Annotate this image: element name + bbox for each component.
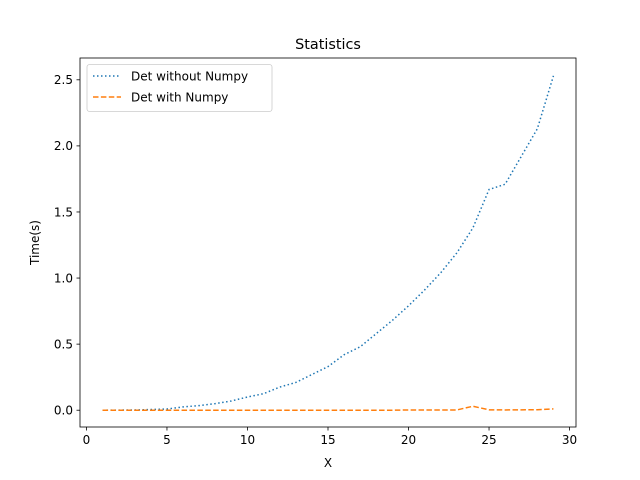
x-axis-label: X: [324, 456, 332, 470]
x-axis: 0 5 10 15 20 25 30: [83, 427, 577, 447]
y-tick-label: 1.5: [54, 205, 73, 219]
x-tick-label: 5: [163, 433, 171, 447]
chart-title: Statistics: [295, 37, 361, 53]
x-tick-label: 30: [562, 433, 577, 447]
y-axis: 0.0 0.5 1.0 1.5 2.0 2.5: [54, 73, 80, 418]
x-tick-label: 15: [320, 433, 335, 447]
x-tick-label: 0: [83, 433, 91, 447]
legend-label-2: Det with Numpy: [131, 90, 228, 104]
y-axis-label: Time(s): [28, 220, 42, 266]
y-tick-label: 0.0: [54, 404, 73, 418]
x-tick-label: 25: [481, 433, 496, 447]
y-tick-label: 1.0: [54, 271, 73, 285]
series-layer: [102, 75, 555, 411]
legend: Det without Numpy Det with Numpy: [86, 64, 273, 112]
legend-box: [86, 64, 273, 112]
series-line-1: [102, 75, 555, 411]
series-line-2: [102, 405, 554, 411]
x-tick-label: 20: [401, 433, 416, 447]
plot-area: [79, 57, 577, 428]
x-tick-label: 10: [240, 433, 255, 447]
y-tick-label: 2.5: [54, 73, 73, 87]
legend-label-1: Det without Numpy: [131, 69, 248, 83]
y-tick-label: 2.0: [54, 139, 73, 153]
y-tick-label: 0.5: [54, 337, 73, 351]
